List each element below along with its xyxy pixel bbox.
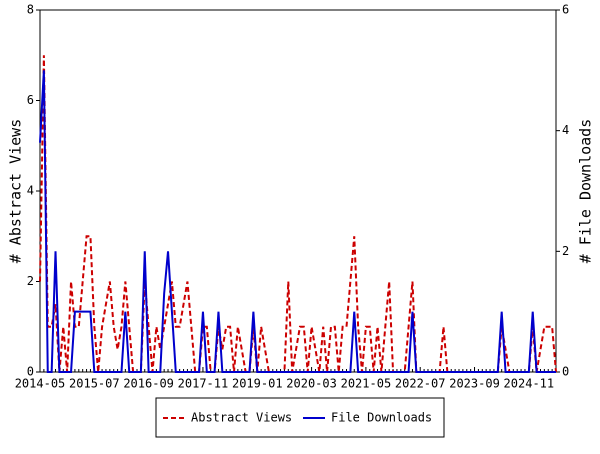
y2-tick-label: 4: [562, 123, 569, 137]
y-tick-label: 2: [27, 274, 34, 288]
x-tick-label: 2022-07: [395, 377, 446, 391]
y2-tick-label: 6: [562, 3, 569, 17]
x-tick-label: 2020-03: [286, 377, 337, 391]
x-tick-label: 2021-05: [341, 377, 392, 391]
y2-axis-title: # File Downloads: [577, 119, 595, 264]
y-tick-label: 4: [27, 184, 34, 198]
x-tick-label: 2017-11: [178, 377, 229, 391]
data-line: [39, 55, 557, 373]
x-tick-label: 2016-09: [123, 377, 174, 391]
x-tick-label: 2024-11: [504, 377, 555, 391]
y2-tick-label: 2: [562, 244, 569, 258]
x-tick-label: 2023-09: [449, 377, 500, 391]
y-tick-label: 6: [27, 93, 34, 107]
y-axis-title: # Abstract Views: [7, 119, 25, 264]
x-tick-label: 2015-07: [69, 377, 120, 391]
y2-tick-label: 0: [562, 365, 569, 379]
data-line: [39, 70, 556, 373]
legend-label: File Downloads: [331, 411, 432, 425]
legend-label: Abstract Views: [191, 411, 292, 425]
y-tick-label: 0: [27, 365, 34, 379]
x-tick-label: 2019-01: [232, 377, 283, 391]
y-tick-label: 8: [27, 3, 34, 17]
legend-box: [155, 397, 445, 438]
x-tick-label: 2014-05: [15, 377, 66, 391]
plot-frame: [39, 9, 557, 373]
